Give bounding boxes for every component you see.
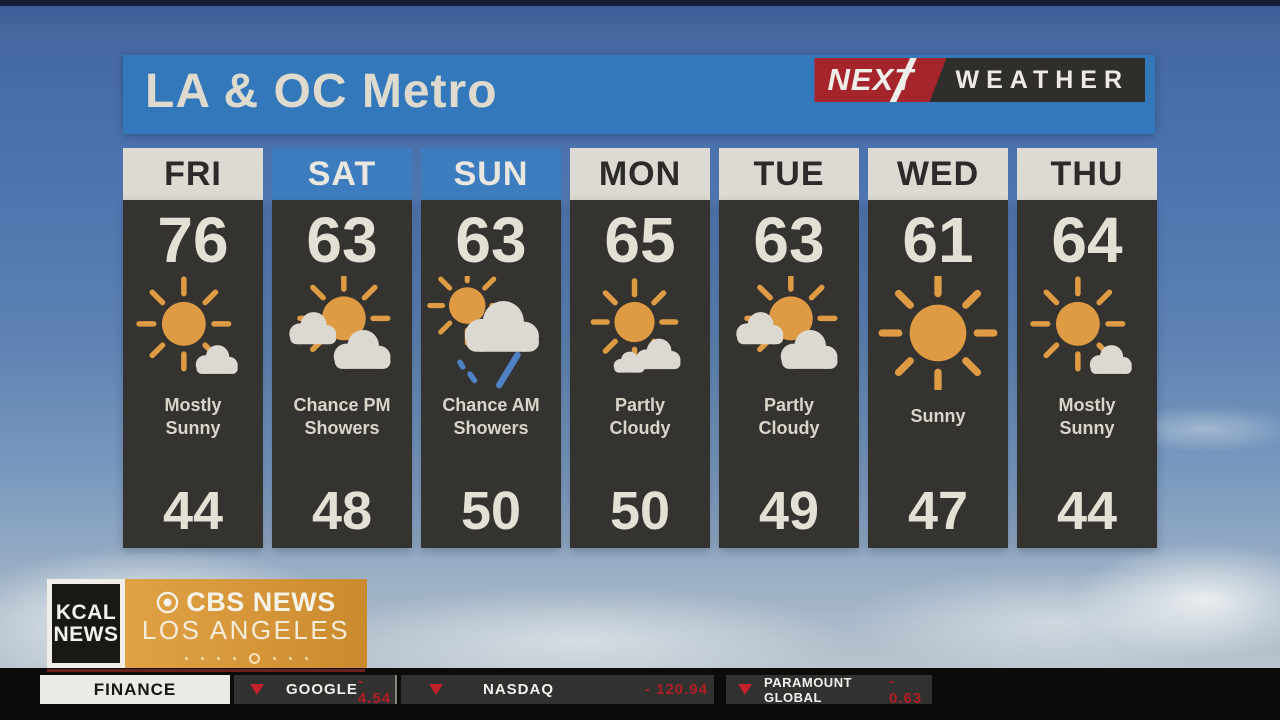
forecast-day-column: FRI 76 Mostly Sunny 44	[123, 148, 263, 548]
cbs-eye-icon	[157, 591, 179, 614]
page-title: LA & OC Metro	[145, 65, 498, 118]
down-arrow-icon	[738, 684, 752, 695]
dot	[232, 657, 236, 660]
high-temp: 61	[902, 204, 974, 276]
ticker-symbol: GOOGLE	[286, 681, 358, 698]
ticker-symbol: NASDAQ	[483, 681, 555, 698]
day-name: TUE	[719, 148, 859, 200]
next-logo: NEXT	[814, 58, 946, 102]
low-temp: 44	[162, 481, 224, 541]
dot	[272, 657, 276, 660]
ticker-change: - 4.54	[357, 672, 392, 707]
cbs-city-label: LOS ANGELES	[141, 615, 351, 646]
low-temp: 49	[758, 481, 820, 541]
forecast-day-column: SUN 63 Chance AM Showers 50	[421, 148, 561, 548]
day-name: SAT	[272, 148, 412, 200]
high-temp: 76	[157, 204, 229, 276]
dot	[304, 657, 308, 660]
cbs-news-row: CBS NEWS	[156, 589, 336, 616]
high-temp: 63	[753, 204, 825, 276]
day-panel: 63 Chance AM Showers 50	[421, 200, 561, 548]
mostly-sunny-icon	[129, 276, 257, 390]
forecast-day-column: THU 64 Mostly Sunny 44	[1017, 148, 1157, 548]
dot	[184, 657, 188, 660]
cloud-blob	[840, 565, 1270, 680]
forecast-day-column: TUE 63 Partly Cloudy 49	[719, 148, 859, 548]
down-arrow-icon	[250, 684, 264, 695]
condition-text: Mostly Sunny	[164, 394, 222, 438]
day-name: WED	[868, 148, 1008, 200]
cbs-news-la-logo: CBS NEWS LOS ANGELES	[125, 579, 367, 668]
condition-text: Chance PM Showers	[293, 394, 391, 438]
low-temp: 50	[460, 481, 522, 541]
dot	[216, 657, 220, 660]
ticker-item-nasdaq: NASDAQ - 120.94	[401, 675, 714, 704]
pagination-dots	[125, 653, 367, 664]
ticker-item-google: GOOGLE - 4.54	[234, 672, 397, 707]
ticker-symbol: PARAMOUNT GLOBAL	[764, 674, 853, 705]
day-panel: 63 Partly Cloudy 49	[719, 200, 859, 548]
dot	[200, 657, 204, 660]
condition-text: Chance AM Showers	[442, 394, 540, 438]
forecast-header: LA & OC Metro NEXT WEATHER	[123, 55, 1155, 134]
weather-label: WEATHER	[929, 58, 1145, 102]
condition-text: Mostly Sunny	[1058, 394, 1116, 438]
forecast-day-column: SAT 63 Chance PM Showers 48	[272, 148, 412, 548]
forecast-day-column: WED 61 Sunny 47	[868, 148, 1008, 548]
forecast-day-column: MON 65 Partly Cloudy 50	[570, 148, 710, 548]
day-panel: 76 Mostly Sunny 44	[123, 200, 263, 548]
kcal-news-box: KCAL NEWS	[52, 584, 120, 663]
high-temp: 63	[306, 204, 378, 276]
low-temp: 47	[907, 481, 969, 541]
high-temp: 64	[1051, 204, 1123, 276]
logo-underline	[47, 669, 365, 672]
cbs-news-label: CBS NEWS	[186, 587, 336, 618]
ticker-change: - 0.63	[889, 672, 923, 707]
ticker-change: - 120.94	[644, 681, 708, 698]
dot	[288, 657, 292, 660]
ticker-item-paramount: PARAMOUNT GLOBAL - 0.63	[726, 672, 932, 707]
high-temp: 63	[455, 204, 527, 276]
dot-ring	[248, 653, 260, 664]
ticker-category-label: FINANCE	[40, 675, 230, 704]
ticker-bar: FINANCE GOOGLE - 4.54 NASDAQ - 120.94 PA…	[0, 668, 1280, 720]
day-panel: 63 Chance PM Showers 48	[272, 200, 412, 548]
day-panel: 61 Sunny 47	[868, 200, 1008, 548]
sunny-icon	[874, 273, 1002, 393]
kcal-line2: NEWS	[53, 622, 119, 646]
condition-text: Partly Cloudy	[609, 394, 671, 438]
station-bug: KCAL NEWS CBS NEWS LOS ANGELES	[47, 579, 367, 668]
top-border	[0, 0, 1280, 6]
forecast-days-row: FRI 76 Mostly Sunny 44 SAT 63 Chance PM …	[123, 148, 1157, 548]
sun-behind-clouds-icon	[278, 271, 406, 390]
day-panel: 64 Mostly Sunny 44	[1017, 200, 1157, 548]
day-name: MON	[570, 148, 710, 200]
low-temp: 44	[1056, 481, 1118, 541]
rain-shower-cloud-icon	[427, 265, 555, 390]
day-name: FRI	[123, 148, 263, 200]
sun-behind-clouds-icon	[725, 271, 853, 390]
next-weather-logo: NEXT WEATHER	[814, 58, 1145, 102]
condition-text: Partly Cloudy	[758, 394, 820, 438]
high-temp: 65	[604, 204, 676, 276]
kcal-line1: KCAL	[55, 601, 117, 625]
down-arrow-icon	[429, 684, 443, 695]
condition-text: Sunny	[910, 406, 966, 427]
day-panel: 65 Partly Cloudy 50	[570, 200, 710, 548]
kcal-news-logo: KCAL NEWS	[47, 579, 125, 668]
partly-cloudy-icon	[576, 276, 704, 390]
day-name: THU	[1017, 148, 1157, 200]
low-temp: 48	[311, 481, 373, 541]
mostly-sunny-icon	[1023, 276, 1151, 390]
day-name: SUN	[421, 148, 561, 200]
low-temp: 50	[609, 481, 671, 541]
